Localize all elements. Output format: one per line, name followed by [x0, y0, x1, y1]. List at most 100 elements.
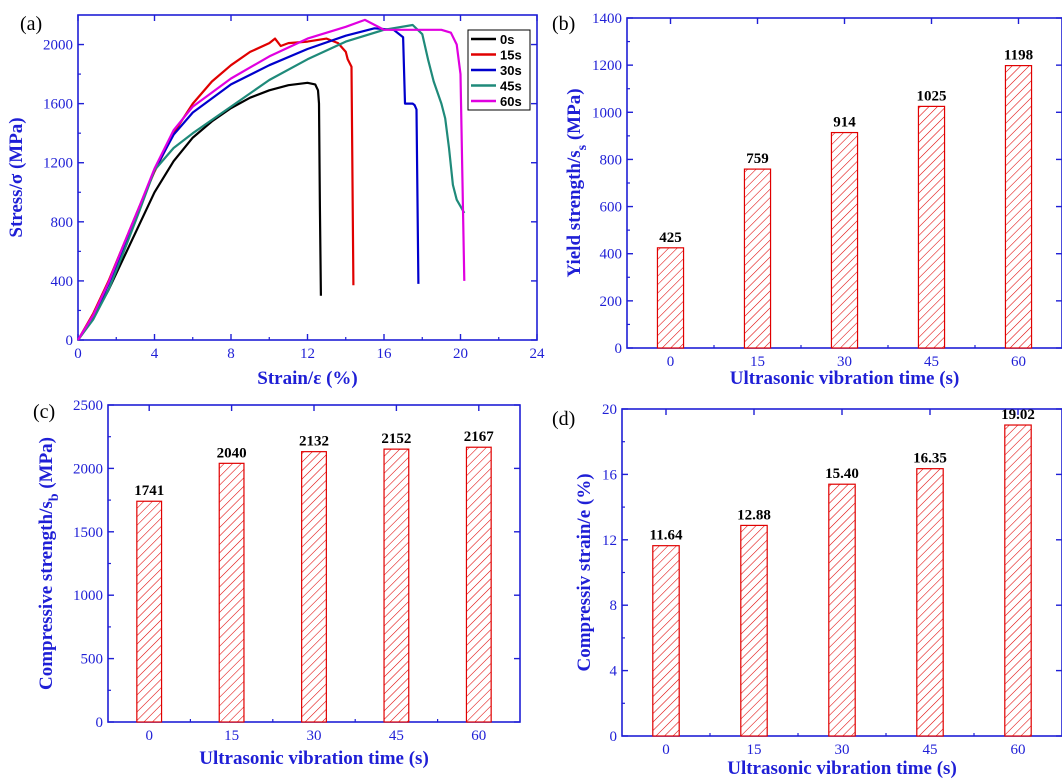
bar-value-label: 2040: [217, 445, 247, 461]
series-line-60s: [77, 18, 466, 341]
legend-label: 15s: [500, 48, 522, 63]
y-tick-label: 8: [610, 598, 618, 614]
bar-value-label: 425: [659, 230, 682, 246]
bar-value-label: 11.64: [650, 528, 683, 544]
x-tick-label: 0: [145, 728, 153, 744]
bar-60: [1004, 65, 1033, 349]
bar-0: [652, 545, 680, 737]
x-tick-label: 24: [530, 346, 546, 362]
bar-30: [301, 451, 327, 723]
y-tick-label: 1600: [43, 97, 73, 113]
y-tick-label: 1200: [43, 156, 73, 172]
y-tick-label: 1500: [73, 525, 103, 541]
x-tick-label: 60: [471, 728, 486, 744]
bar-value-label: 1741: [134, 483, 164, 499]
legend-label: 30s: [500, 63, 522, 78]
x-axis-title: Strain/ε (%): [257, 368, 357, 389]
y-tick-label: 500: [81, 652, 104, 668]
bar-15: [743, 168, 772, 349]
y-axis-title: Compressiv strain/e (%): [574, 473, 595, 671]
y-tick-label: 800: [600, 152, 623, 168]
y-tick-label: 16: [602, 467, 618, 483]
y-axis-title-main: Compressiv strain/e (%): [574, 473, 595, 671]
y-tick-label: 2000: [43, 38, 73, 54]
y-tick-label: 1000: [73, 588, 103, 604]
y-tick-label: 400: [600, 247, 623, 263]
x-tick-label: 45: [923, 742, 938, 758]
y-axis-title-subscript: s: [575, 144, 590, 150]
y-tick-label: 1000: [592, 105, 622, 121]
x-tick-label: 30: [307, 728, 322, 744]
x-tick-label: 15: [224, 728, 239, 744]
y-tick-label: 0: [66, 333, 74, 349]
series-line-0s: [77, 81, 322, 341]
x-tick-label: 30: [837, 354, 852, 370]
x-tick-label: 12: [300, 346, 315, 362]
x-tick-label: 30: [835, 742, 850, 758]
bar-15: [218, 462, 245, 723]
x-tick-label: 4: [151, 346, 159, 362]
bar-value-label: 19.02: [1001, 407, 1035, 423]
chart-panel-4: (d) 0 4 8 12 16 20 0 11.64 15 12.88 30 15.40 45 16.35 6…: [552, 402, 1062, 779]
x-tick-label: 15: [747, 742, 762, 758]
x-tick-label: 0: [74, 346, 82, 362]
y-axis-title: Compressive strength/sb (MPa): [36, 437, 62, 690]
bar-0: [136, 500, 163, 723]
bar-value-label: 1198: [1004, 48, 1033, 64]
y-axis-title-subscript: b: [47, 493, 62, 501]
x-tick-label: 45: [389, 728, 404, 744]
y-tick-label: 0: [610, 729, 618, 745]
y-tick-label: 1200: [592, 58, 622, 74]
bar-value-label: 2167: [464, 429, 495, 445]
bar-30: [830, 131, 859, 349]
bar-60: [1004, 424, 1032, 737]
y-axis-title: Yield strength/ss (MPa): [564, 88, 590, 277]
bar-45: [917, 105, 946, 349]
legend-label: 60s: [500, 94, 522, 109]
y-tick-label: 600: [600, 200, 623, 216]
bar-value-label: 759: [746, 151, 769, 167]
x-tick-label: 60: [1011, 354, 1026, 370]
y-axis-title-main: Yield strength/s: [564, 150, 585, 277]
bar-value-label: 15.40: [825, 466, 859, 482]
y-tick-label: 800: [51, 215, 74, 231]
y-tick-label: 20: [602, 402, 617, 418]
y-axis-title-unit: (MPa): [36, 437, 57, 493]
series-line-45s: [77, 23, 466, 341]
panel-label: (c): [33, 401, 55, 423]
bar-45: [916, 468, 944, 737]
bar-value-label: 12.88: [737, 507, 771, 523]
x-axis-title: Ultrasonic vibration time (s): [199, 748, 429, 769]
y-tick-label: 2500: [73, 398, 103, 414]
x-tick-label: 8: [227, 346, 235, 362]
y-axis-title: Stress/σ (MPa): [6, 117, 27, 237]
bar-value-label: 914: [833, 115, 856, 131]
bar-30: [828, 483, 856, 737]
legend-label: 0s: [500, 32, 514, 47]
y-tick-label: 1400: [592, 11, 622, 27]
x-tick-label: 60: [1011, 742, 1026, 758]
panel-label: (d): [552, 408, 575, 430]
legend-label: 45s: [500, 79, 522, 94]
y-tick-label: 4: [610, 664, 618, 680]
bar-60: [465, 446, 492, 723]
bar-value-label: 1025: [917, 88, 947, 104]
panel-label: (a): [20, 13, 42, 35]
bar-45: [383, 448, 410, 723]
chart-panel-1: (a) 0 400 800 1200 1600 2000 0 4 8 12 16 20 24 0s15s30…: [6, 13, 545, 389]
bar-15: [740, 524, 768, 737]
x-axis-title: Ultrasonic vibration time (s): [727, 758, 957, 779]
chart-panel-2: (b) 0 200 400 600 800 1000 1200 1400 0 425 15 759 30 9…: [552, 11, 1062, 389]
x-axis-title: Ultrasonic vibration time (s): [730, 368, 960, 389]
y-tick-label: 0: [96, 715, 104, 731]
bar-value-label: 2152: [381, 431, 411, 447]
x-tick-label: 0: [667, 354, 675, 370]
panel-label: (b): [552, 13, 575, 35]
y-axis-title-unit: (MPa): [564, 88, 585, 144]
x-tick-label: 20: [453, 346, 468, 362]
y-tick-label: 2000: [73, 461, 103, 477]
bar-value-label: 2132: [299, 434, 329, 450]
y-tick-label: 12: [602, 533, 617, 549]
bar-value-label: 16.35: [913, 451, 947, 467]
